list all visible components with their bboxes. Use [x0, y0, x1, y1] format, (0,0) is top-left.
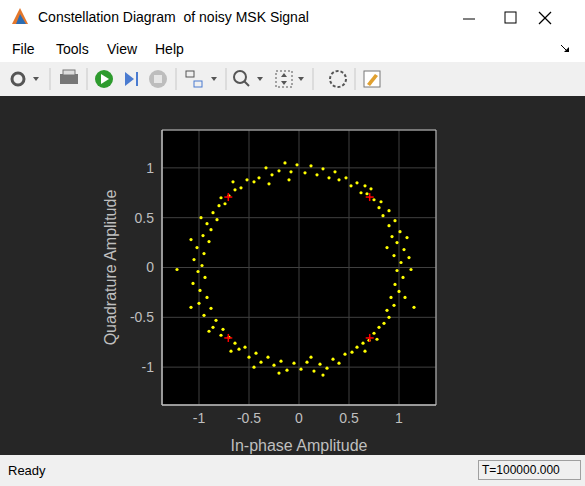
- svg-text:1: 1: [146, 160, 154, 176]
- html-text:Constellation Diagram of noisy: Constellation Diagram of noisy MSK Signa…: [38, 9, 309, 25]
- svg-text:0.5: 0.5: [339, 410, 359, 426]
- html-text:T=100000.000: T=100000.000: [482, 463, 560, 477]
- html-text:Tools: Tools: [56, 41, 89, 57]
- svg-text:-0.5: -0.5: [130, 309, 154, 325]
- svg-text:0: 0: [146, 259, 154, 275]
- svg-text:0.5: 0.5: [135, 210, 155, 226]
- html-text:Ready: Ready: [8, 463, 46, 478]
- html-text:File: File: [12, 41, 35, 57]
- svg-text:In-phase Amplitude: In-phase Amplitude: [231, 437, 368, 454]
- svg-text:-0.5: -0.5: [237, 410, 261, 426]
- html-text:Help: Help: [155, 41, 184, 57]
- svg-text:-1: -1: [193, 410, 206, 426]
- html-text:View: View: [107, 41, 138, 57]
- svg-text:-1: -1: [142, 359, 155, 375]
- svg-text:0: 0: [295, 410, 303, 426]
- svg-text:Quadrature Amplitude: Quadrature Amplitude: [102, 190, 119, 346]
- svg-text:1: 1: [395, 410, 403, 426]
